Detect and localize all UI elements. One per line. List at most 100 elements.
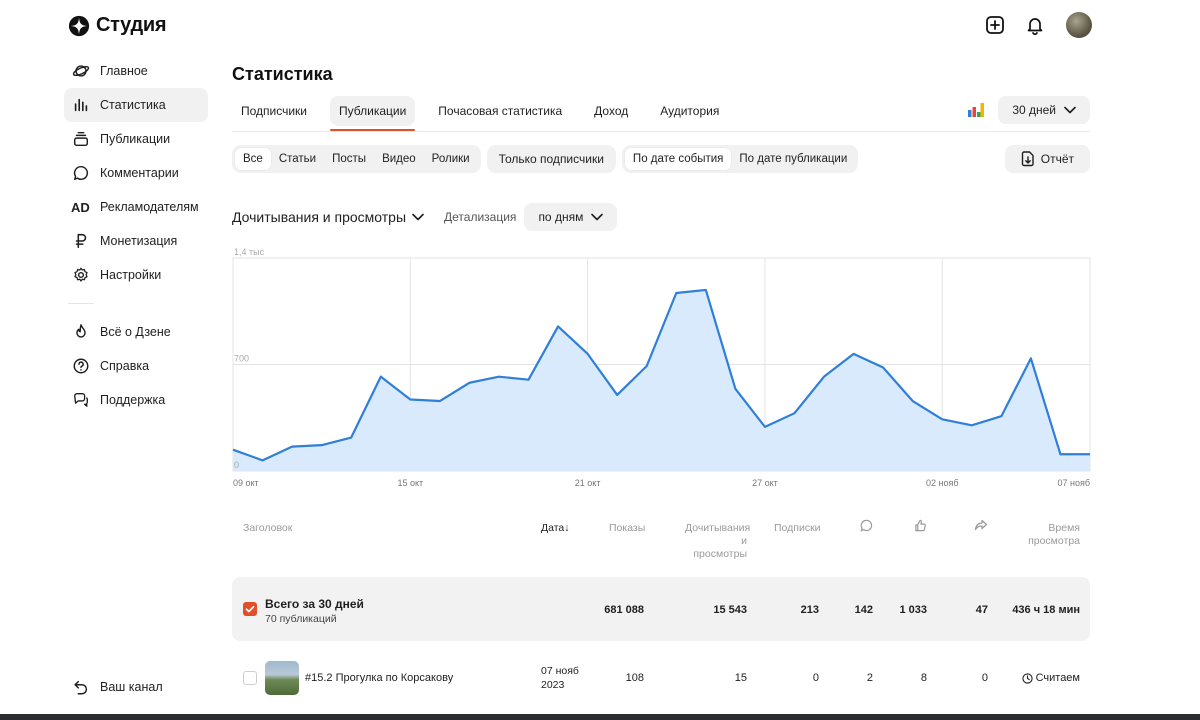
filter-videos[interactable]: Видео (382, 153, 416, 165)
sidebar-item-label: Рекламодателям (100, 200, 199, 214)
table-row[interactable]: #15.2 Прогулка по Корсакову 07 нояб 2023… (232, 656, 1090, 700)
sidebar-item-label: Главное (100, 64, 148, 78)
col-comments[interactable] (860, 519, 873, 536)
col-time-line2: просмотра (1028, 535, 1080, 547)
total-title: Всего за 30 дней (265, 597, 364, 611)
report-label: Отчёт (1040, 152, 1074, 166)
filter-by-publication-date[interactable]: По дате публикации (739, 153, 848, 165)
logo-text: Студия (96, 14, 167, 36)
sidebar-item-statistics[interactable]: Статистика (64, 88, 208, 122)
sidebar: Главное Статистика Публикации Комментари… (64, 54, 208, 417)
color-bars-icon[interactable] (968, 103, 985, 117)
tab-hourly[interactable]: Почасовая статистика (438, 104, 563, 118)
stats-tabs: Подписчики Публикации Почасовая статисти… (232, 96, 742, 132)
filter-by-event-date[interactable]: По дате события (624, 148, 732, 170)
sidebar-item-help[interactable]: Справка (64, 349, 208, 383)
x-tick-label: 27 окт (752, 478, 778, 488)
total-subs: 213 (800, 604, 819, 616)
col-date[interactable]: Дата↓ (541, 522, 570, 535)
total-shares: 47 (975, 604, 988, 616)
sidebar-item-support[interactable]: Поддержка (64, 383, 208, 417)
row-checkbox[interactable] (243, 671, 257, 685)
sidebar-item-settings[interactable]: Настройки (64, 258, 208, 292)
gear-icon (71, 265, 91, 285)
col-reads-line1: Дочитывания (685, 522, 751, 534)
page-title: Статистика (232, 64, 333, 84)
ruble-icon (71, 231, 91, 251)
notifications-button[interactable] (1022, 12, 1048, 38)
sidebar-item-label: Ваш канал (100, 680, 163, 694)
share-arrow-icon (974, 519, 988, 531)
tab-income[interactable]: Доход (594, 104, 629, 118)
total-impressions: 681 088 (604, 604, 644, 616)
date-mode-filter: По дате события По дате публикации (621, 145, 859, 173)
comment-icon (71, 163, 91, 183)
sort-arrow-icon: ↓ (564, 522, 570, 534)
zen-logo-icon (68, 15, 90, 36)
row-comments: 2 (866, 672, 873, 684)
detail-select[interactable]: по дням (524, 203, 618, 231)
period-controls: 30 дней (968, 96, 1090, 124)
row-shares: 0 (981, 672, 988, 684)
sidebar-item-label: Публикации (100, 132, 171, 146)
col-title[interactable]: Заголовок (243, 522, 293, 534)
filter-articles[interactable]: Статьи (278, 153, 317, 165)
row-date-year: 2023 (541, 679, 565, 691)
total-watch-time: 436 ч 18 мин (1012, 604, 1080, 616)
col-shares[interactable] (974, 519, 988, 536)
sidebar-item-advertisers[interactable]: AD Рекламодателям (64, 190, 208, 224)
tab-audience[interactable]: Аудитория (660, 104, 720, 118)
col-reads-line2: и просмотры (693, 535, 747, 560)
chevron-down-icon (412, 213, 424, 221)
sidebar-item-label: Комментарии (100, 166, 179, 180)
row-likes: 8 (920, 672, 927, 684)
row-impressions: 108 (625, 672, 644, 684)
chart-area (233, 289, 1090, 471)
question-icon (71, 356, 91, 376)
x-tick-label: 02 нояб (926, 478, 959, 488)
y-tick-label: 700 (234, 354, 249, 364)
sidebar-item-comments[interactable]: Комментарии (64, 156, 208, 190)
avatar[interactable] (1066, 12, 1092, 38)
publication-thumbnail (265, 661, 299, 695)
tab-subscribers[interactable]: Подписчики (241, 104, 308, 118)
x-tick-label: 15 окт (397, 478, 423, 488)
tab-publications[interactable]: Публикации (330, 96, 416, 131)
your-channel-link[interactable]: Ваш канал (64, 670, 163, 704)
sidebar-bottom: Ваш канал (64, 670, 163, 704)
logo[interactable]: Студия (68, 14, 167, 37)
sidebar-item-label: Справка (100, 359, 150, 373)
col-reads[interactable]: Дочитывания и просмотры (685, 522, 751, 561)
reads-views-chart[interactable]: 1,4 тыс 700 0 09 окт 15 окт 21 окт 27 окт 02 но… (232, 244, 1092, 492)
report-button[interactable]: Отчёт (1004, 145, 1090, 173)
sidebar-item-monetization[interactable]: Монетизация (64, 224, 208, 258)
sidebar-item-label: Статистика (100, 98, 166, 112)
tabs-divider (232, 131, 1090, 132)
col-watch-time[interactable]: Время просмотра (1020, 522, 1080, 548)
row-title[interactable]: #15.2 Прогулка по Корсакову (305, 672, 454, 684)
total-reads: 15 543 (713, 604, 747, 616)
period-select[interactable]: 30 дней (998, 96, 1090, 124)
metric-select[interactable]: Дочитывания и просмотры (232, 209, 424, 225)
total-row: Всего за 30 дней 70 публикаций 681 088 1… (232, 577, 1090, 641)
sidebar-item-about-zen[interactable]: Всё о Дзене (64, 315, 208, 349)
os-taskbar (0, 714, 1200, 720)
filter-clips[interactable]: Ролики (431, 153, 470, 165)
thumbs-up-icon (915, 519, 926, 532)
filter-all[interactable]: Все (235, 148, 271, 170)
sidebar-item-main[interactable]: Главное (64, 54, 208, 88)
filter-posts[interactable]: Посты (332, 153, 367, 165)
col-likes[interactable] (914, 519, 927, 536)
layers-icon (71, 129, 91, 149)
col-subscriptions[interactable]: Подписки (774, 522, 821, 534)
chat-icon (71, 390, 91, 410)
sidebar-item-publications[interactable]: Публикации (64, 122, 208, 156)
detail-value: по дням (538, 210, 584, 224)
create-button[interactable] (982, 12, 1008, 38)
subscribers-only-toggle[interactable]: Только подписчики (486, 145, 616, 173)
total-checkbox[interactable] (243, 602, 257, 616)
filters-row: Все Статьи Посты Видео Ролики Только под… (232, 145, 859, 173)
total-comments: 142 (854, 604, 873, 616)
row-watch-time-value: Считаем (1035, 672, 1080, 684)
col-impressions[interactable]: Показы (609, 522, 646, 534)
